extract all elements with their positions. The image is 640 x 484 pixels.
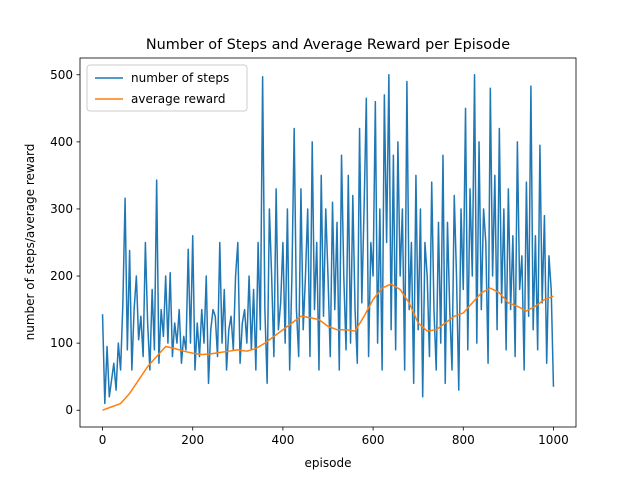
plot-frame [79,57,577,428]
legend-label: average reward [131,92,226,106]
y-tick-label: 100 [50,336,73,350]
line-series [102,283,554,411]
y-tick-label: 200 [50,269,73,283]
y-tick-label: 500 [50,68,73,82]
x-tick-label: 200 [181,433,204,447]
legend-label: number of steps [131,71,229,85]
y-tick-label: 300 [50,202,73,216]
x-tick-label: 600 [362,433,385,447]
y-tick-label: 400 [50,135,73,149]
x-axis-label: episode [305,456,352,470]
x-tick-label: 800 [452,433,475,447]
line-series [101,74,555,405]
chart-title: Number of Steps and Average Reward per E… [146,37,510,53]
x-tick-label: 400 [271,433,294,447]
x-tick-label: 0 [99,433,107,447]
y-axis-label: number of steps/average reward [23,144,37,341]
y-tick-label: 0 [65,403,73,417]
legend-box [86,64,248,112]
x-tick-label: 1000 [538,433,569,447]
